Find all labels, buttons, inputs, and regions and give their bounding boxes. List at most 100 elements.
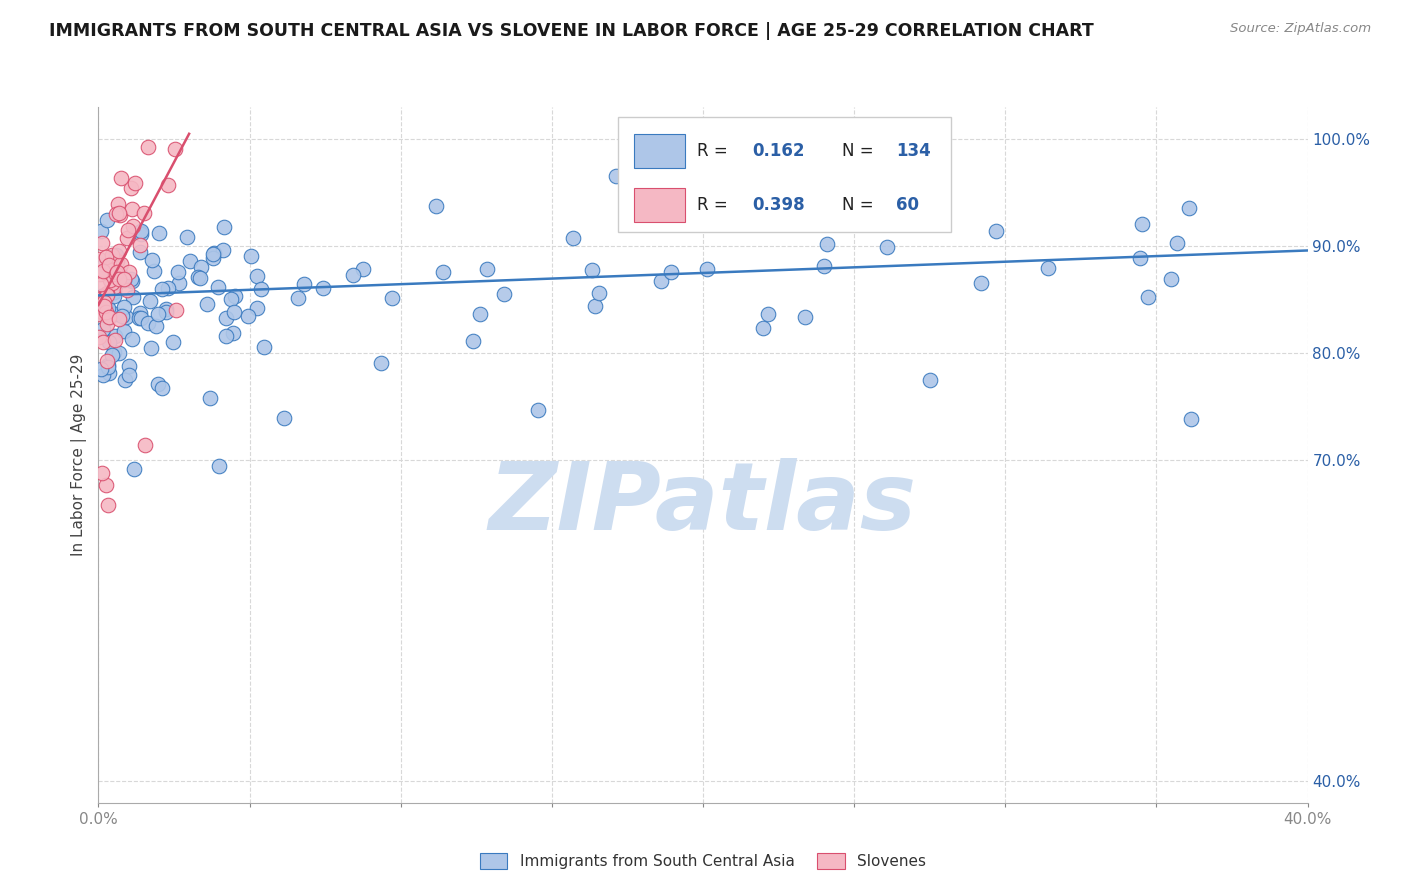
Point	[129, 224, 152, 238]
Point	[129, 311, 152, 326]
Point	[96, 353, 118, 368]
Point	[970, 276, 993, 290]
Point	[96, 318, 118, 332]
Point	[108, 244, 131, 258]
Point	[287, 291, 309, 305]
Point	[198, 391, 221, 405]
FancyBboxPatch shape	[634, 135, 685, 168]
Point	[90, 293, 112, 307]
Point	[121, 290, 143, 304]
Point	[1177, 202, 1199, 216]
Point	[90, 224, 112, 238]
Y-axis label: In Labor Force | Age 25-29: In Labor Force | Age 25-29	[72, 354, 87, 556]
Point	[146, 376, 169, 391]
Point	[752, 320, 775, 334]
Point	[121, 202, 143, 217]
Point	[90, 307, 112, 321]
Point	[581, 263, 603, 277]
Point	[89, 307, 111, 321]
Text: N =: N =	[842, 142, 879, 161]
Point	[650, 274, 672, 288]
Point	[273, 411, 295, 425]
Point	[89, 293, 111, 307]
Point	[121, 333, 143, 347]
Point	[425, 199, 447, 213]
Point	[108, 312, 131, 326]
Text: Source: ZipAtlas.com: Source: ZipAtlas.com	[1230, 22, 1371, 36]
Point	[128, 225, 150, 239]
Point	[134, 438, 156, 452]
Point	[93, 294, 115, 309]
Point	[103, 345, 125, 359]
Point	[214, 311, 236, 326]
Text: R =: R =	[697, 142, 733, 161]
Point	[176, 230, 198, 244]
Point	[155, 301, 177, 316]
Point	[342, 268, 364, 283]
Point	[101, 248, 124, 262]
Point	[201, 247, 224, 261]
Point	[94, 250, 117, 264]
Point	[1166, 235, 1188, 250]
Point	[97, 359, 120, 374]
Point	[108, 272, 131, 286]
Point	[91, 368, 114, 382]
Point	[128, 237, 150, 252]
Text: 60: 60	[897, 196, 920, 214]
Point	[240, 249, 263, 263]
Point	[90, 300, 112, 314]
Text: IMMIGRANTS FROM SOUTH CENTRAL ASIA VS SLOVENE IN LABOR FORCE | AGE 25-29 CORRELA: IMMIGRANTS FROM SOUTH CENTRAL ASIA VS SL…	[49, 22, 1094, 40]
Point	[494, 286, 516, 301]
Point	[190, 260, 212, 274]
Point	[117, 283, 139, 297]
Point	[166, 264, 188, 278]
Point	[105, 265, 128, 279]
Point	[207, 458, 229, 473]
Point	[132, 206, 155, 220]
Point	[150, 381, 173, 395]
Point	[97, 258, 120, 272]
Point	[97, 498, 120, 512]
Point	[352, 262, 374, 277]
Point	[97, 334, 120, 349]
Point	[370, 356, 392, 370]
Point	[246, 301, 269, 316]
Point	[105, 267, 128, 281]
Point	[756, 307, 779, 321]
Point	[120, 181, 142, 195]
Point	[121, 274, 143, 288]
Point	[103, 280, 125, 294]
Point	[236, 309, 259, 323]
Point	[381, 292, 404, 306]
Point	[215, 328, 238, 343]
Point	[105, 248, 128, 262]
Point	[104, 333, 127, 347]
Point	[187, 270, 209, 285]
Point	[470, 307, 492, 321]
Point	[1180, 412, 1202, 426]
Point	[96, 288, 118, 302]
Point	[292, 277, 315, 291]
Point	[97, 301, 120, 315]
Point	[527, 403, 550, 417]
Point	[131, 227, 153, 242]
Point	[93, 299, 115, 313]
Point	[224, 289, 246, 303]
Point	[246, 269, 269, 284]
Point	[89, 267, 111, 281]
Point	[112, 273, 135, 287]
Point	[97, 310, 120, 325]
Point	[118, 359, 141, 374]
Point	[103, 289, 125, 303]
Point	[110, 257, 132, 271]
Point	[222, 326, 245, 341]
Point	[93, 301, 115, 316]
Text: N =: N =	[842, 196, 879, 214]
Point	[136, 140, 159, 154]
Point	[120, 272, 142, 286]
Point	[139, 341, 162, 355]
Point	[148, 226, 170, 240]
Point	[117, 223, 139, 237]
Point	[105, 254, 128, 268]
Point	[124, 462, 146, 476]
